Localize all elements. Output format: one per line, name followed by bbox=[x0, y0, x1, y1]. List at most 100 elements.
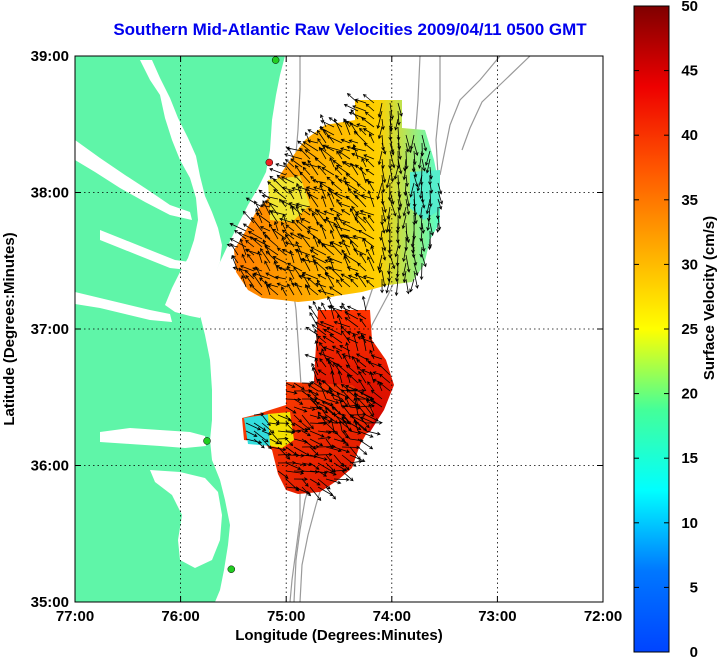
velocity-arrow bbox=[385, 174, 391, 189]
velocity-arrow bbox=[293, 406, 308, 413]
velocity-arrow bbox=[239, 267, 247, 280]
velocity-arrow bbox=[349, 388, 366, 393]
velocity-arrow bbox=[341, 234, 359, 240]
velocity-arrow bbox=[318, 341, 327, 352]
velocity-arrow bbox=[409, 278, 415, 293]
velocity-arrow bbox=[286, 262, 303, 272]
velocity-arrow bbox=[419, 182, 423, 200]
velocity-arrow bbox=[341, 438, 349, 447]
velocity-arrow bbox=[421, 254, 427, 268]
velocity-arrow bbox=[317, 289, 335, 296]
x-axis-label: Longitude (Degrees:Minutes) bbox=[235, 627, 443, 644]
velocity-arrow bbox=[313, 328, 319, 344]
velocity-arrow bbox=[277, 414, 292, 422]
velocity-arrow bbox=[284, 241, 303, 248]
velocity-arrow bbox=[354, 194, 367, 208]
velocity-arrow bbox=[379, 382, 391, 392]
velocity-arrow bbox=[319, 127, 335, 136]
velocity-arrow bbox=[327, 295, 335, 312]
velocity-arrow bbox=[349, 412, 367, 417]
velocity-arrow bbox=[291, 206, 303, 216]
velocity-arrow bbox=[308, 305, 319, 320]
velocity-arrow bbox=[389, 254, 396, 270]
colorbar-tick-label: 35 bbox=[681, 192, 698, 209]
velocity-arrow bbox=[341, 430, 349, 439]
velocity-arrow bbox=[327, 192, 335, 208]
velocity-arrow bbox=[347, 274, 359, 280]
velocity-arrow bbox=[394, 118, 399, 131]
velocity-arrow bbox=[325, 390, 335, 396]
velocity-arrow bbox=[321, 167, 335, 176]
velocity-arrow bbox=[367, 360, 383, 368]
velocity-arrow bbox=[405, 278, 410, 295]
velocity-arrow bbox=[377, 126, 383, 140]
velocity-arrow bbox=[333, 390, 350, 399]
velocity-arrow bbox=[293, 486, 311, 495]
velocity-arrow bbox=[321, 243, 335, 256]
velocity-arrow bbox=[280, 176, 295, 184]
velocity-arrow bbox=[307, 226, 319, 232]
velocity-arrow bbox=[249, 236, 263, 248]
velocity-arrow bbox=[336, 349, 343, 360]
velocity-arrow bbox=[300, 218, 311, 224]
velocity-arrow bbox=[254, 200, 263, 216]
velocity-arrow bbox=[293, 453, 305, 458]
velocity-arrow bbox=[325, 454, 333, 463]
velocity-arrow bbox=[311, 212, 319, 224]
velocity-arrow bbox=[362, 275, 375, 280]
velocity-arrow bbox=[291, 187, 303, 192]
velocity-arrow bbox=[294, 282, 303, 296]
velocity-arrow bbox=[367, 180, 375, 192]
velocity-arrow bbox=[321, 195, 327, 208]
velocity-arrow bbox=[333, 320, 351, 328]
velocity-arrow bbox=[334, 216, 343, 232]
velocity-arrow bbox=[377, 363, 391, 376]
velocity-arrow bbox=[380, 158, 385, 169]
velocity-arrow bbox=[281, 186, 295, 192]
velocity-arrow bbox=[317, 398, 334, 406]
velocity-arrow bbox=[319, 223, 327, 240]
velocity-arrow bbox=[276, 282, 287, 288]
velocity-arrow bbox=[293, 398, 304, 405]
velocity-arrow bbox=[307, 208, 319, 216]
velocity-arrow bbox=[293, 438, 309, 444]
velocity-arrow bbox=[272, 228, 287, 240]
velocity-arrow bbox=[330, 181, 343, 192]
velocity-arrow bbox=[352, 143, 359, 160]
velocity-arrow bbox=[409, 182, 415, 198]
velocity-arrow bbox=[352, 105, 367, 112]
velocity-arrow bbox=[362, 93, 375, 104]
velocity-arrow bbox=[395, 222, 400, 234]
velocity-arrow bbox=[285, 406, 297, 414]
velocity-arrow bbox=[312, 259, 327, 272]
velocity-arrow bbox=[349, 207, 359, 224]
velocity-arrow bbox=[350, 240, 359, 256]
velocity-arrow bbox=[321, 348, 327, 360]
velocity-arrow bbox=[340, 209, 351, 216]
velocity-arrow bbox=[425, 158, 431, 174]
velocity-arrow bbox=[357, 446, 368, 455]
velocity-arrow bbox=[378, 262, 383, 274]
velocity-arrow bbox=[295, 240, 303, 256]
velocity-arrow bbox=[421, 238, 426, 253]
velocity-arrow bbox=[333, 406, 341, 415]
velocity-arrow bbox=[278, 266, 295, 272]
velocity-arrow bbox=[357, 403, 375, 408]
velocity-arrow bbox=[381, 206, 387, 223]
velocity-arrow bbox=[305, 253, 311, 264]
velocity-arrow bbox=[317, 470, 328, 477]
velocity-arrow bbox=[381, 246, 387, 261]
x-tick-label: 75:00 bbox=[267, 608, 305, 625]
velocity-arrow bbox=[367, 256, 375, 272]
velocity-arrow bbox=[323, 128, 335, 144]
y-tick-labels: 39:00 38:00 37:00 36:00 35:00 bbox=[31, 48, 69, 611]
velocity-arrow bbox=[307, 139, 319, 144]
velocity-arrow bbox=[346, 305, 359, 312]
velocity-arrow bbox=[343, 118, 351, 136]
y-tick-label: 35:00 bbox=[31, 594, 69, 611]
velocity-arrow bbox=[355, 272, 367, 288]
velocity-arrow bbox=[397, 158, 403, 175]
velocity-arrow bbox=[354, 216, 367, 232]
velocity-arrow bbox=[296, 248, 303, 264]
